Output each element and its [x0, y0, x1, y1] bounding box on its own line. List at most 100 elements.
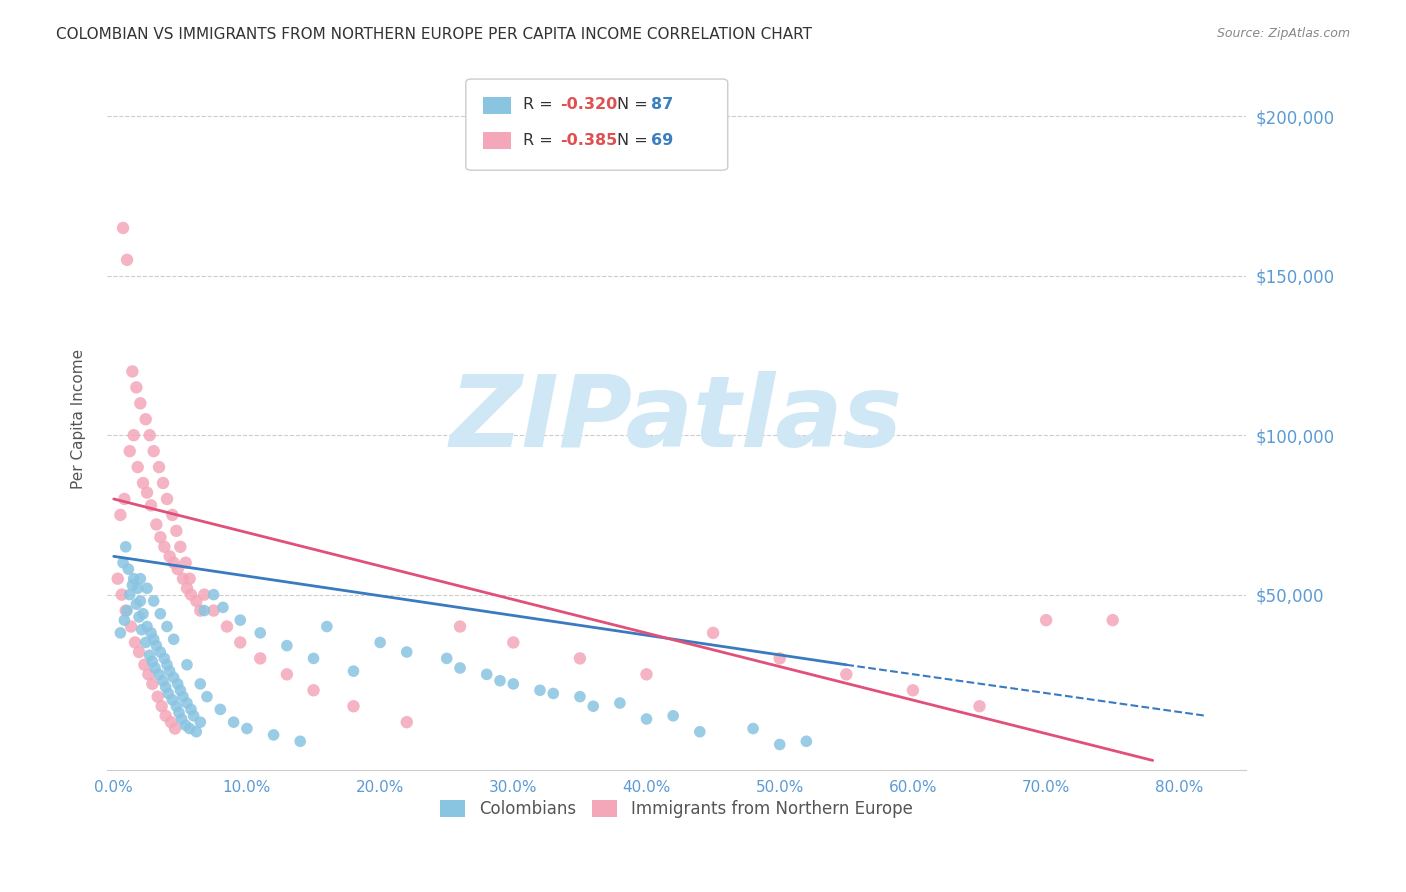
Point	[129, 572, 152, 586]
Point	[143, 661, 166, 675]
Point	[702, 626, 724, 640]
Point	[582, 699, 605, 714]
Point	[139, 626, 162, 640]
Point	[302, 651, 325, 665]
Point	[342, 699, 364, 714]
Point	[179, 572, 201, 586]
Point	[139, 499, 162, 513]
Point	[115, 603, 138, 617]
Point	[769, 738, 792, 752]
Point	[112, 613, 135, 627]
Point	[174, 718, 197, 732]
Point	[152, 476, 174, 491]
Point	[112, 556, 135, 570]
Point	[156, 491, 179, 506]
Point	[142, 632, 165, 647]
Point	[122, 572, 145, 586]
Point	[163, 632, 186, 647]
Text: N =: N =	[617, 133, 654, 147]
Point	[186, 594, 208, 608]
FancyBboxPatch shape	[482, 132, 512, 149]
Point	[148, 667, 170, 681]
Point	[436, 651, 458, 665]
Point	[136, 485, 159, 500]
Point	[202, 603, 225, 617]
Point	[769, 651, 792, 665]
Point	[110, 508, 132, 522]
Point	[179, 722, 201, 736]
Point	[146, 690, 169, 704]
Point	[153, 651, 176, 665]
Point	[148, 460, 170, 475]
Point	[290, 734, 312, 748]
Point	[157, 686, 180, 700]
Point	[153, 540, 176, 554]
Point	[188, 677, 211, 691]
Point	[180, 702, 202, 716]
Point	[174, 556, 197, 570]
Point	[156, 657, 179, 672]
Point	[134, 657, 156, 672]
Point	[176, 696, 198, 710]
Point	[176, 657, 198, 672]
Point	[163, 722, 186, 736]
Point	[186, 724, 208, 739]
Point	[636, 712, 658, 726]
Point	[249, 626, 271, 640]
Point	[145, 639, 167, 653]
Point	[169, 683, 191, 698]
Point	[155, 680, 177, 694]
Point	[176, 581, 198, 595]
Point	[188, 603, 211, 617]
Point	[475, 667, 498, 681]
Point	[135, 412, 157, 426]
Point	[276, 639, 298, 653]
Point	[166, 677, 188, 691]
Point	[229, 635, 252, 649]
Point	[165, 699, 187, 714]
Point	[142, 594, 165, 608]
Point	[568, 651, 591, 665]
Point	[236, 722, 259, 736]
Point	[170, 712, 193, 726]
Point	[162, 508, 184, 522]
Point	[969, 699, 991, 714]
Point	[128, 610, 150, 624]
Point	[193, 603, 215, 617]
Point	[249, 651, 271, 665]
Text: R =: R =	[523, 133, 558, 147]
Point	[163, 671, 186, 685]
Point	[138, 667, 160, 681]
Point	[136, 619, 159, 633]
Point	[138, 648, 160, 663]
Point	[1035, 613, 1057, 627]
Point	[368, 635, 391, 649]
Point	[127, 581, 149, 595]
Point	[172, 572, 194, 586]
Point	[131, 623, 153, 637]
Point	[662, 708, 685, 723]
Point	[609, 696, 631, 710]
Point	[129, 396, 152, 410]
Point	[193, 588, 215, 602]
Point	[180, 588, 202, 602]
Text: Source: ZipAtlas.com: Source: ZipAtlas.com	[1216, 27, 1350, 40]
Point	[489, 673, 512, 688]
Point	[166, 562, 188, 576]
Point	[1101, 613, 1123, 627]
Point	[149, 645, 172, 659]
Text: COLOMBIAN VS IMMIGRANTS FROM NORTHERN EUROPE PER CAPITA INCOME CORRELATION CHART: COLOMBIAN VS IMMIGRANTS FROM NORTHERN EU…	[56, 27, 813, 42]
Point	[159, 549, 181, 564]
Point	[835, 667, 858, 681]
Point	[395, 645, 418, 659]
Point	[127, 460, 149, 475]
Point	[149, 530, 172, 544]
Point	[796, 734, 818, 748]
Point	[901, 683, 924, 698]
Point	[172, 690, 194, 704]
Point	[229, 613, 252, 627]
FancyBboxPatch shape	[465, 79, 728, 170]
Point	[136, 581, 159, 595]
Point	[209, 702, 232, 716]
Point	[568, 690, 591, 704]
